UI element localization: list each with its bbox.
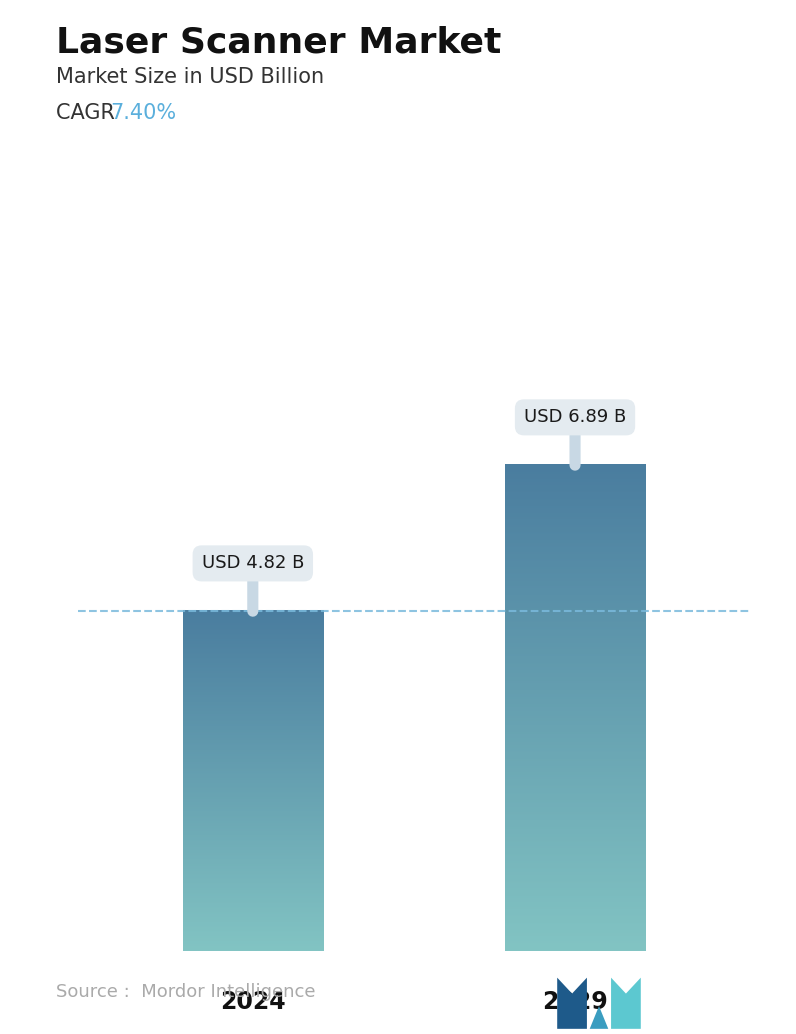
Text: Market Size in USD Billion: Market Size in USD Billion: [56, 67, 324, 87]
Text: USD 6.89 B: USD 6.89 B: [524, 408, 626, 465]
Text: CAGR: CAGR: [56, 103, 121, 123]
Text: 7.40%: 7.40%: [110, 103, 176, 123]
Text: USD 4.82 B: USD 4.82 B: [201, 554, 304, 611]
Text: Source :  Mordor Intelligence: Source : Mordor Intelligence: [56, 983, 315, 1001]
Text: 2024: 2024: [220, 991, 286, 1014]
Text: 2029: 2029: [542, 991, 608, 1014]
Text: Laser Scanner Market: Laser Scanner Market: [56, 26, 501, 60]
